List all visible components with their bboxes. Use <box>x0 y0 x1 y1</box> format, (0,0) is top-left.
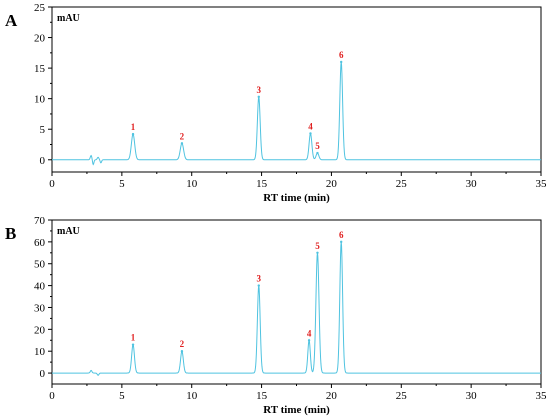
peak-apex-1 <box>131 132 135 136</box>
peak-label-2: 2 <box>180 131 185 141</box>
y-tick-label: 10 <box>34 94 46 106</box>
x-tick-label: 5 <box>119 178 125 190</box>
peak-apex-1 <box>131 343 135 346</box>
x-tick-label: 20 <box>326 178 338 190</box>
peak-label-5: 5 <box>315 141 320 151</box>
y-tick-label: 30 <box>34 302 46 314</box>
peak-apex-6 <box>340 240 343 244</box>
x-tick-label: 35 <box>536 178 548 190</box>
peak-apex-3 <box>257 95 260 99</box>
peak-apex-4 <box>309 132 312 135</box>
peak-label-6: 6 <box>339 50 344 60</box>
y-unit-label: mAU <box>57 226 80 237</box>
panel-label: B <box>5 224 16 243</box>
y-tick-label: 40 <box>34 281 46 293</box>
y-tick-label: 5 <box>40 124 46 136</box>
peak-apex-5 <box>316 151 319 155</box>
x-axis-title: RT time (min) <box>263 404 330 416</box>
y-tick-label: 60 <box>34 237 46 249</box>
y-tick-label: 15 <box>34 63 46 75</box>
peak-label-5: 5 <box>315 241 320 251</box>
chromatogram-trace <box>52 241 541 376</box>
x-tick-label: 5 <box>119 390 125 402</box>
peak-apex-2 <box>180 142 184 145</box>
y-tick-label: 0 <box>40 368 46 380</box>
y-tick-label: 25 <box>34 2 46 14</box>
peak-label-3: 3 <box>257 85 262 95</box>
x-tick-label: 15 <box>256 178 268 190</box>
peak-label-6: 6 <box>339 230 344 240</box>
x-tick-label: 30 <box>466 390 478 402</box>
peak-apex-4 <box>307 339 311 342</box>
x-tick-label: 15 <box>256 390 268 402</box>
y-unit-label: mAU <box>57 13 80 24</box>
x-tick-label: 35 <box>536 390 548 402</box>
x-axis-title: RT time (min) <box>263 192 330 204</box>
y-tick-label: 0 <box>40 155 46 167</box>
peak-label-2: 2 <box>180 339 185 349</box>
y-tick-label: 10 <box>34 346 46 358</box>
x-tick-label: 0 <box>49 390 55 402</box>
x-tick-label: 0 <box>49 178 55 190</box>
x-tick-label: 10 <box>186 178 198 190</box>
chromatogram-trace <box>52 61 541 166</box>
panel-label: A <box>5 11 18 30</box>
y-tick-label: 70 <box>34 215 46 227</box>
peak-label-4: 4 <box>308 122 313 132</box>
y-tick-label: 20 <box>34 324 46 336</box>
x-tick-label: 30 <box>466 178 478 190</box>
peak-apex-6 <box>340 60 343 64</box>
peak-label-1: 1 <box>131 333 136 343</box>
peak-label-3: 3 <box>257 274 262 284</box>
x-tick-label: 25 <box>396 178 408 190</box>
peak-apex-5 <box>316 251 319 254</box>
plot-frame <box>51 6 542 173</box>
y-tick-label: 50 <box>34 259 46 271</box>
plot-frame <box>51 219 542 385</box>
peak-apex-3 <box>257 284 260 287</box>
y-tick-label: 20 <box>34 33 46 45</box>
peak-label-1: 1 <box>131 122 136 132</box>
x-tick-label: 10 <box>186 390 198 402</box>
peak-label-4: 4 <box>307 328 312 338</box>
peak-apex-2 <box>180 350 184 353</box>
x-tick-label: 20 <box>326 390 338 402</box>
x-tick-label: 25 <box>396 390 408 402</box>
